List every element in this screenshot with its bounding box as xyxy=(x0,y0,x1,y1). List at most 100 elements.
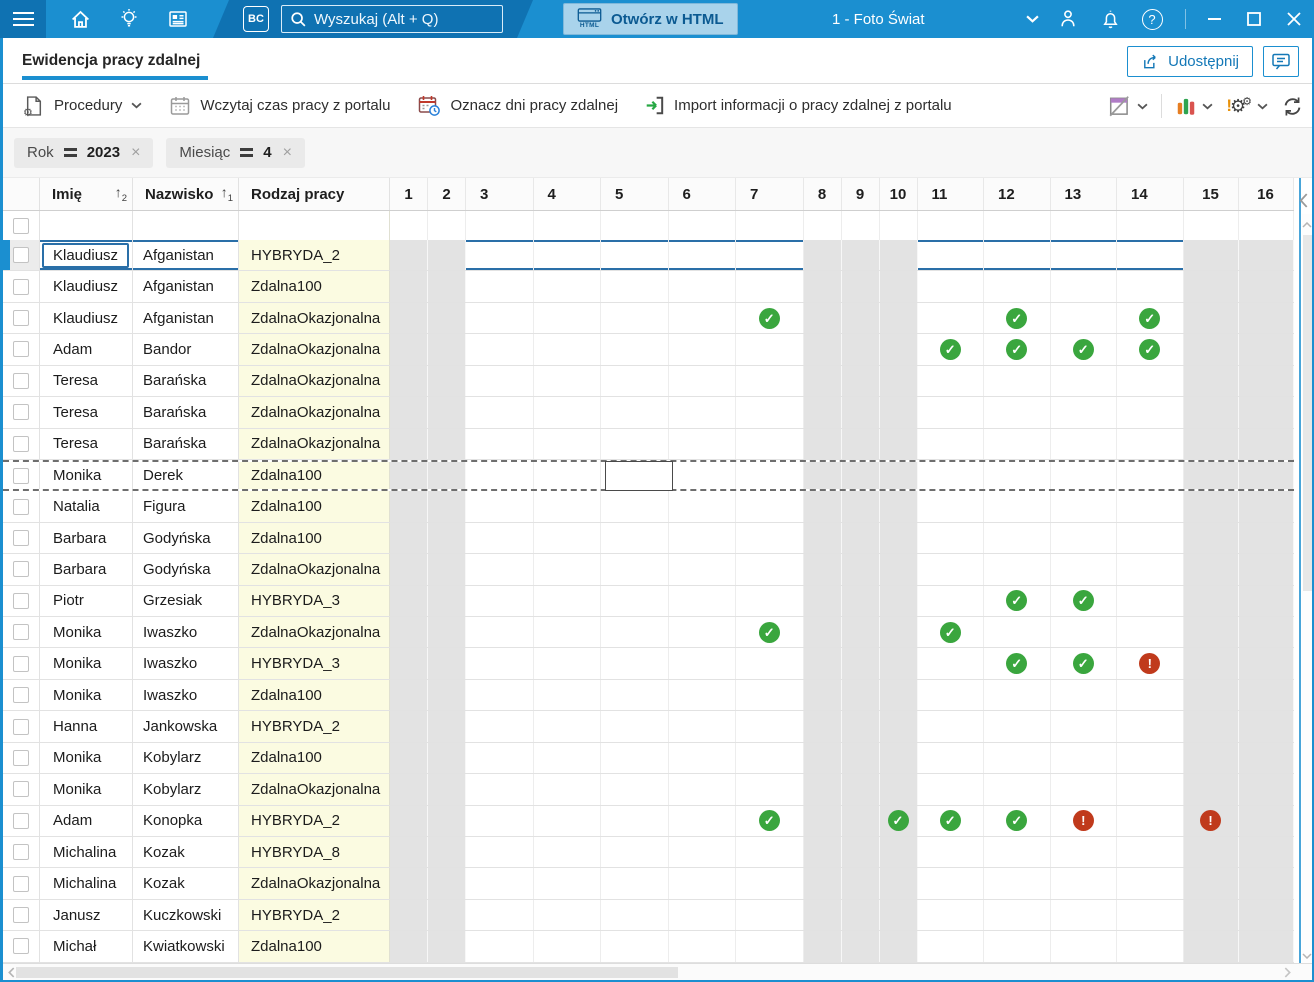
day-cell[interactable] xyxy=(803,711,842,742)
day-cell[interactable] xyxy=(736,271,804,302)
day-cell[interactable] xyxy=(984,711,1051,742)
day-cell[interactable] xyxy=(879,334,918,365)
column-header-rodzaj-pracy[interactable]: Rodzaj pracy xyxy=(239,178,390,210)
row-checkbox[interactable] xyxy=(13,655,29,672)
row-checkbox[interactable] xyxy=(13,435,29,452)
day-cell[interactable] xyxy=(879,931,918,962)
day-cell[interactable] xyxy=(390,302,428,334)
day-cell[interactable] xyxy=(803,585,842,617)
day-cell[interactable] xyxy=(841,648,880,679)
day-cell[interactable] xyxy=(1117,837,1184,868)
day-cell[interactable] xyxy=(918,240,984,271)
day-cell[interactable] xyxy=(736,868,804,899)
day-cell[interactable] xyxy=(534,334,601,365)
day-column-header[interactable]: 10 xyxy=(880,178,918,210)
day-cell[interactable] xyxy=(1117,397,1184,428)
day-cell[interactable] xyxy=(1183,365,1239,397)
day-cell[interactable] xyxy=(803,271,842,302)
day-cell[interactable] xyxy=(1238,554,1294,585)
day-cell[interactable]: ✓ xyxy=(736,302,804,334)
day-cell[interactable] xyxy=(601,931,669,962)
cell-nazwisko[interactable]: Kwiatkowski xyxy=(133,931,239,962)
row-checkbox[interactable] xyxy=(13,278,29,295)
day-cell[interactable] xyxy=(601,617,669,648)
day-cell[interactable] xyxy=(428,931,466,962)
day-column-header[interactable]: 8 xyxy=(804,178,842,210)
cell-nazwisko[interactable]: Barańska xyxy=(133,428,239,459)
day-cell[interactable] xyxy=(390,522,428,554)
share-button[interactable]: Udostępnij xyxy=(1127,46,1253,77)
day-cell[interactable] xyxy=(1238,302,1294,334)
day-cell[interactable] xyxy=(390,271,428,302)
day-cell[interactable] xyxy=(918,931,984,962)
cell-nazwisko[interactable]: Grzesiak xyxy=(133,585,239,617)
day-cell[interactable] xyxy=(601,240,669,271)
day-cell[interactable] xyxy=(669,397,736,428)
day-cell[interactable] xyxy=(803,679,842,711)
day-cell[interactable] xyxy=(466,679,534,711)
day-cell[interactable] xyxy=(736,491,804,522)
day-cell[interactable]: ! xyxy=(1117,648,1184,679)
cell-rodzaj-pracy[interactable]: Zdalna100 xyxy=(239,679,390,711)
day-cell[interactable] xyxy=(803,899,842,931)
day-cell[interactable] xyxy=(466,742,534,774)
cell-imie[interactable]: Klaudiusz xyxy=(40,271,133,302)
day-cell[interactable] xyxy=(1117,868,1184,899)
day-cell[interactable] xyxy=(669,522,736,554)
row-checkbox[interactable] xyxy=(13,718,29,735)
day-cell[interactable]: ✓ xyxy=(879,805,918,837)
table-row[interactable]: Janusz Kuczkowski HYBRYDA_2 xyxy=(3,899,1294,932)
day-cell[interactable] xyxy=(669,711,736,742)
day-cell[interactable] xyxy=(1051,365,1117,397)
day-cell[interactable] xyxy=(1238,742,1294,774)
day-column-header[interactable]: 13 xyxy=(1051,178,1117,210)
table-row[interactable]: Michał Kwiatkowski Zdalna100 xyxy=(3,931,1294,963)
day-cell[interactable] xyxy=(1238,931,1294,962)
sort-asc-icon[interactable]: ↑2 xyxy=(114,184,127,204)
day-cell[interactable] xyxy=(803,805,842,837)
day-cell[interactable] xyxy=(428,585,466,617)
table-row[interactable]: Monika Kobylarz ZdalnaOkazjonalna xyxy=(3,774,1294,806)
day-cell[interactable] xyxy=(841,365,880,397)
day-cell[interactable] xyxy=(1051,240,1117,271)
day-cell[interactable] xyxy=(1183,899,1239,931)
day-column-header[interactable]: 1 xyxy=(390,178,428,210)
cell-imie[interactable]: Monika xyxy=(40,461,133,490)
cell-imie[interactable]: Teresa xyxy=(40,428,133,459)
day-cell[interactable] xyxy=(534,397,601,428)
day-cell[interactable] xyxy=(841,554,880,585)
day-cell[interactable] xyxy=(1183,617,1239,648)
day-cell[interactable] xyxy=(390,837,428,868)
cell-rodzaj-pracy[interactable]: ZdalnaOkazjonalna xyxy=(239,617,390,648)
day-cell[interactable] xyxy=(1051,711,1117,742)
cell-imie[interactable]: Klaudiusz xyxy=(40,302,133,334)
day-cell[interactable] xyxy=(841,837,880,868)
day-cell[interactable] xyxy=(918,774,984,805)
table-row[interactable]: Monika Iwaszko Zdalna100 xyxy=(3,679,1294,712)
day-cell[interactable] xyxy=(879,679,918,711)
day-cell[interactable] xyxy=(669,240,736,271)
day-cell[interactable] xyxy=(1117,774,1184,805)
day-cell[interactable]: ✓ xyxy=(1051,648,1117,679)
day-cell[interactable] xyxy=(466,648,534,679)
cell-nazwisko[interactable]: Afganistan xyxy=(133,271,239,302)
day-cell[interactable] xyxy=(466,240,534,271)
sort-asc-icon[interactable]: ↑1 xyxy=(220,184,233,204)
day-cell[interactable] xyxy=(1051,837,1117,868)
cell-imie[interactable]: Monika xyxy=(40,679,133,711)
day-cell[interactable] xyxy=(390,648,428,679)
row-checkbox[interactable] xyxy=(13,938,29,955)
day-cell[interactable] xyxy=(1117,522,1184,554)
day-cell[interactable] xyxy=(803,302,842,334)
row-checkbox[interactable] xyxy=(13,467,29,484)
day-cell[interactable] xyxy=(803,397,842,428)
day-cell[interactable] xyxy=(1238,711,1294,742)
day-column-header[interactable]: 6 xyxy=(669,178,736,210)
day-cell[interactable] xyxy=(918,491,984,522)
day-cell[interactable] xyxy=(390,899,428,931)
table-row[interactable]: Klaudiusz Afganistan Zdalna100 xyxy=(3,271,1294,303)
cell-nazwisko[interactable]: Godyńska xyxy=(133,554,239,585)
day-cell[interactable] xyxy=(1051,617,1117,648)
day-cell[interactable] xyxy=(428,711,466,742)
day-cell[interactable] xyxy=(879,397,918,428)
